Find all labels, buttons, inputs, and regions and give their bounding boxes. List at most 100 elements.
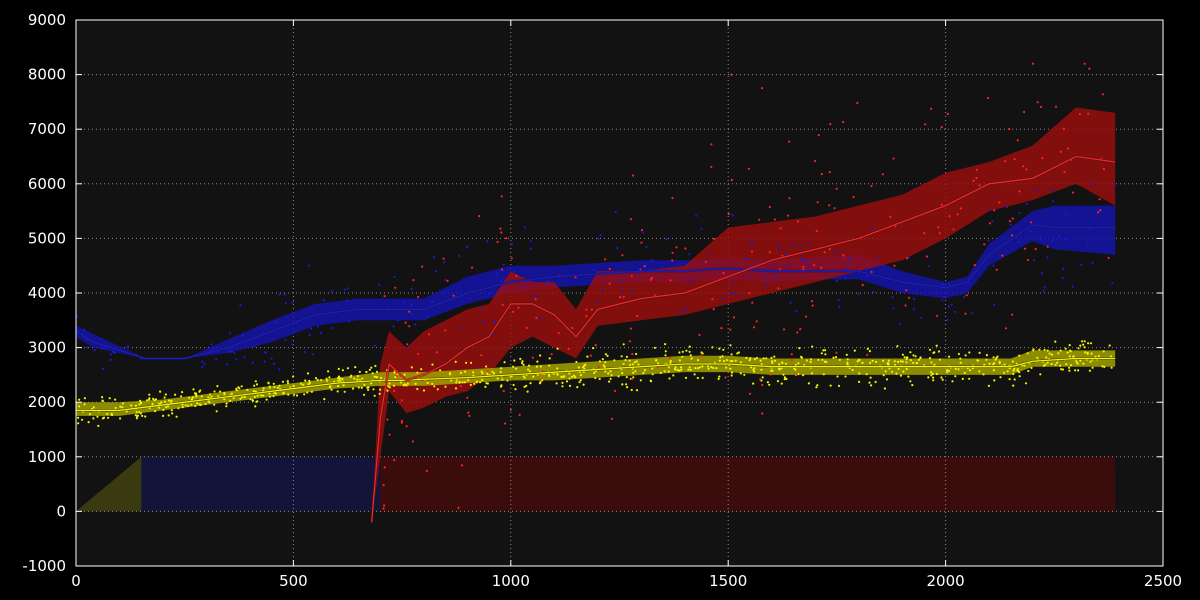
point-red xyxy=(442,257,445,260)
point-yellow xyxy=(766,381,770,384)
point-yellow xyxy=(761,376,764,379)
point-yellow xyxy=(539,381,542,384)
point-yellow xyxy=(139,412,142,415)
point-yellow xyxy=(628,363,632,366)
point-yellow xyxy=(281,380,285,383)
point-blue xyxy=(622,290,625,293)
point-yellow xyxy=(730,371,734,374)
point-yellow xyxy=(858,372,861,375)
point-yellow xyxy=(180,395,183,398)
point-yellow xyxy=(1089,342,1093,345)
point-red xyxy=(622,295,625,298)
point-yellow xyxy=(96,415,99,418)
point-yellow xyxy=(481,379,484,382)
point-yellow xyxy=(1045,356,1048,359)
point-yellow xyxy=(92,406,95,409)
point-yellow xyxy=(431,363,434,366)
point-yellow xyxy=(1108,344,1111,347)
point-yellow xyxy=(1018,375,1021,378)
point-blue xyxy=(915,292,918,295)
point-blue xyxy=(307,264,310,267)
point-yellow xyxy=(1032,348,1035,351)
point-red xyxy=(861,283,864,287)
point-blue xyxy=(346,287,349,290)
point-yellow xyxy=(853,349,856,352)
point-yellow xyxy=(861,361,864,364)
point-red xyxy=(761,383,764,387)
point-red xyxy=(571,326,574,330)
point-blue xyxy=(1042,289,1045,292)
point-blue xyxy=(645,245,648,248)
point-yellow xyxy=(946,369,949,372)
point-red xyxy=(1067,147,1070,150)
point-yellow xyxy=(632,371,635,374)
point-red xyxy=(1036,101,1039,104)
point-yellow xyxy=(527,368,530,371)
point-blue xyxy=(777,248,780,251)
point-yellow xyxy=(809,358,813,361)
point-yellow xyxy=(687,368,690,371)
point-yellow xyxy=(328,376,331,379)
point-yellow xyxy=(635,352,638,356)
point-red xyxy=(608,282,611,285)
point-yellow xyxy=(267,381,270,384)
point-blue xyxy=(308,333,311,337)
point-blue xyxy=(378,283,381,286)
point-red xyxy=(796,331,799,334)
point-yellow xyxy=(110,413,114,417)
point-yellow xyxy=(470,361,473,364)
point-red xyxy=(747,167,750,170)
point-yellow xyxy=(77,422,80,425)
point-red xyxy=(713,237,716,240)
point-blue xyxy=(799,244,802,247)
point-yellow xyxy=(199,403,202,406)
point-red xyxy=(628,340,632,343)
point-blue xyxy=(1018,211,1021,215)
point-yellow xyxy=(158,406,161,409)
point-yellow xyxy=(642,372,645,375)
point-yellow xyxy=(931,372,934,375)
point-blue xyxy=(482,319,485,323)
point-yellow xyxy=(343,390,346,393)
point-yellow xyxy=(729,367,732,370)
point-yellow xyxy=(351,387,355,390)
point-red xyxy=(1107,256,1110,259)
point-yellow xyxy=(669,359,672,363)
point-yellow xyxy=(528,364,531,367)
point-yellow xyxy=(239,397,242,400)
point-yellow xyxy=(824,349,827,352)
point-blue xyxy=(650,259,653,262)
point-red xyxy=(956,213,959,216)
point-yellow xyxy=(273,385,276,389)
point-red xyxy=(924,123,927,126)
point-yellow xyxy=(718,359,721,362)
point-yellow xyxy=(584,363,587,366)
point-yellow xyxy=(341,369,344,372)
point-red xyxy=(539,378,542,381)
point-yellow xyxy=(838,358,841,361)
point-yellow xyxy=(992,363,995,366)
point-yellow xyxy=(265,398,268,401)
point-red xyxy=(383,295,386,298)
point-yellow xyxy=(689,354,692,357)
point-yellow xyxy=(602,364,605,367)
point-red xyxy=(905,289,908,292)
point-blue xyxy=(263,360,266,363)
point-red xyxy=(486,370,489,373)
point-red xyxy=(382,484,385,487)
point-yellow xyxy=(403,373,406,376)
point-blue xyxy=(109,358,112,361)
point-red xyxy=(1088,67,1091,70)
point-red xyxy=(412,279,415,282)
point-red xyxy=(835,187,838,190)
point-yellow xyxy=(107,416,110,419)
point-yellow xyxy=(134,404,137,407)
point-yellow xyxy=(249,398,252,401)
point-yellow xyxy=(635,360,638,363)
point-red xyxy=(720,327,723,330)
point-red xyxy=(732,316,736,319)
point-yellow xyxy=(598,377,601,381)
point-yellow xyxy=(846,363,849,366)
point-red xyxy=(759,378,762,381)
point-yellow xyxy=(513,359,516,362)
